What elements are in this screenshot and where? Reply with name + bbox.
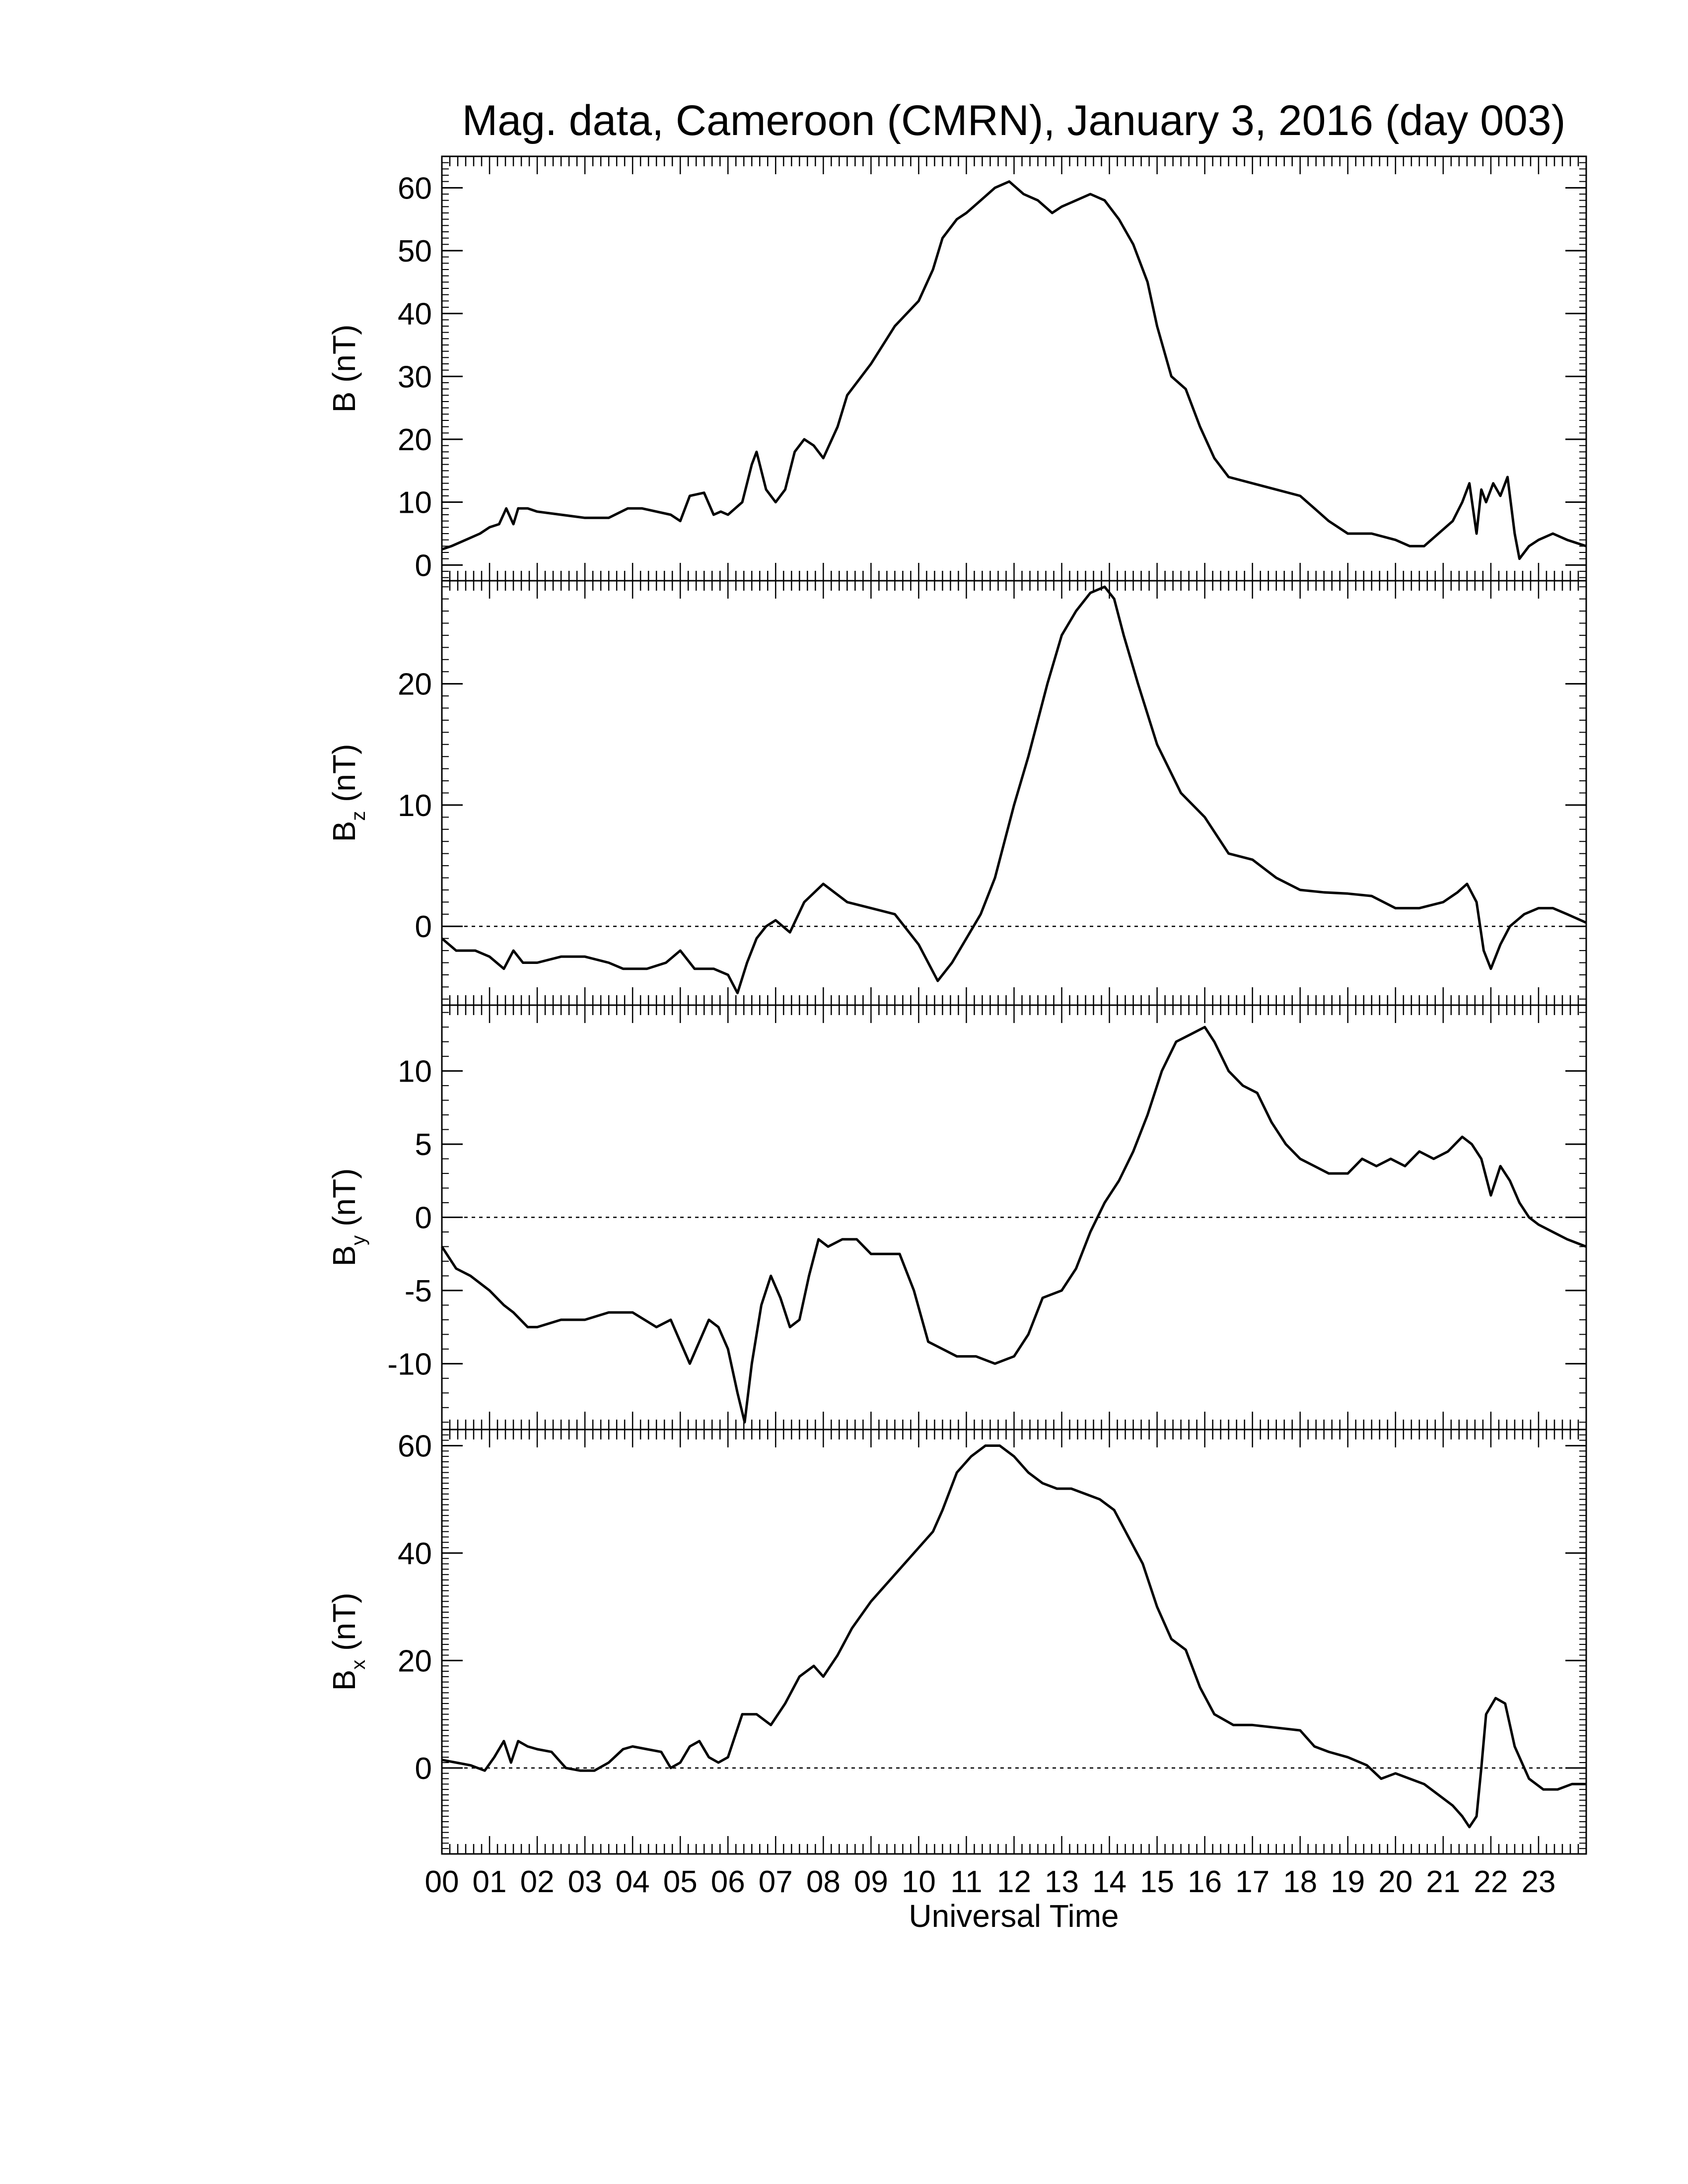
x-tick-label: 09 [854,1865,888,1899]
x-tick-label: 07 [759,1865,793,1899]
x-tick-label: 06 [711,1865,745,1899]
y-axis-label: Bx (nT) [326,1593,369,1691]
x-tick-label: 13 [1045,1865,1079,1899]
y-tick-label: 20 [398,423,432,457]
y-tick-label: -10 [387,1347,432,1381]
x-tick-label: 01 [473,1865,507,1899]
x-tick-label: 10 [902,1865,936,1899]
series-line-3 [440,1025,1587,1424]
x-axis-tick-labels: 00 01 02 03 04 05 06 07 08 09 10 11 12 13 14 15 16 17 18 19… [425,1865,1556,1899]
y-tick-label: 30 [398,360,432,394]
y-axis-label: Bz (nT) [326,744,369,842]
x-tick-label: 02 [520,1865,555,1899]
x-tick-label: 18 [1283,1865,1317,1899]
x-axis-label: Universal Time [909,1898,1119,1934]
y-tick-label: 60 [398,1429,432,1463]
y-tick-label: 40 [398,1537,432,1571]
y-tick-label: 0 [415,1201,432,1235]
y-tick-label: 20 [398,668,432,702]
x-tick-label: 20 [1378,1865,1412,1899]
x-tick-label: 19 [1331,1865,1365,1899]
y-tick-label: 0 [415,548,432,583]
y-axis-label: B (nT) [326,325,362,413]
y-tick-label: 10 [398,1055,432,1089]
x-tick-label: 00 [425,1865,459,1899]
y-tick-label: 50 [398,234,432,269]
series-line-1 [441,180,1587,560]
x-tick-label: 11 [950,1865,982,1899]
x-tick-label: 03 [568,1865,602,1899]
y-tick-label: 60 [398,171,432,205]
x-tick-label: 22 [1474,1865,1508,1899]
series-line-4 [441,1444,1586,1829]
figure-title: Mag. data, Cameroon (CMRN), January 3, 2… [462,97,1566,144]
y-axis-label: By (nT) [326,1168,369,1267]
panel-1: 0 10 20 30 40 50 60 B (nT) [326,155,1587,583]
x-tick-label: 21 [1426,1865,1460,1899]
y-tick-label: 20 [398,1644,432,1678]
y-tick-label: 0 [415,1752,432,1786]
x-tick-label: 12 [997,1865,1031,1899]
panel-3: -10 -5 0 5 10 By (nT) [326,1004,1587,1431]
y-tick-label: 5 [415,1128,432,1162]
y-tick-label: 0 [415,910,432,944]
y-tick-label: 40 [398,297,432,332]
x-tick-label: 15 [1140,1865,1174,1899]
x-tick-label: 14 [1092,1865,1126,1899]
x-tick-label: 23 [1521,1865,1555,1899]
x-tick-label: 08 [806,1865,841,1899]
panel-4: 0 20 40 60 Bx (nT) [326,1429,1587,1855]
x-tick-label: 05 [663,1865,698,1899]
x-tick-label: 16 [1188,1865,1222,1899]
y-tick-label: 10 [398,486,432,520]
series-line-2 [441,585,1587,995]
x-tick-label: 04 [616,1865,650,1899]
panels: 0 10 20 30 40 50 60 B (nT) 0 10 20 Bz (nT) -10 -5 0 5 10… [326,155,1587,1855]
x-tick-label: 17 [1235,1865,1269,1899]
y-tick-label: -5 [405,1274,432,1308]
y-tick-label: 10 [398,789,432,823]
